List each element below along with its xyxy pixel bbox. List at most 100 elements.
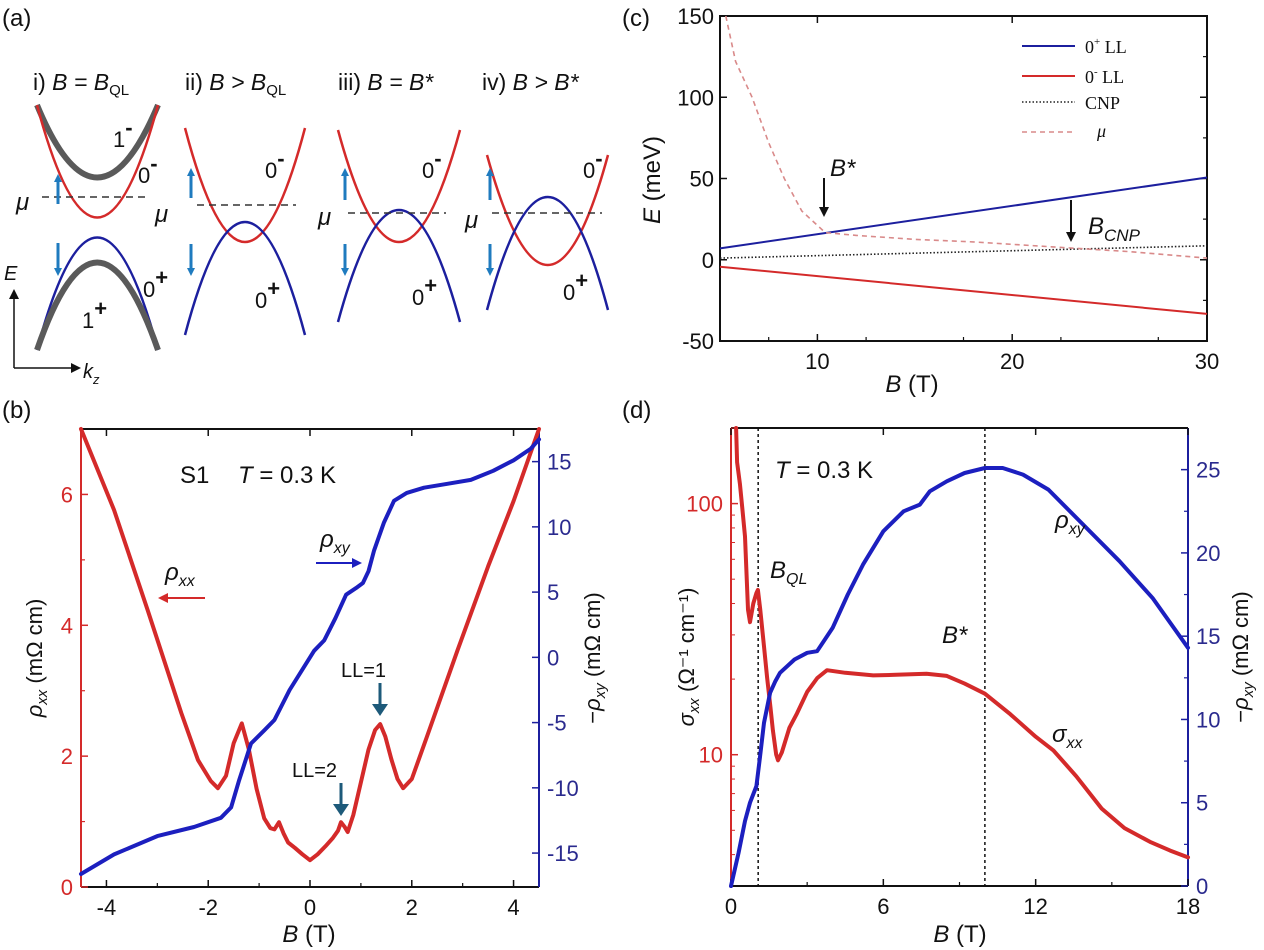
x-tick-label: 6	[877, 894, 889, 919]
right-y-tick-label: 5	[1196, 791, 1208, 816]
left-y-tick-label: 6	[61, 482, 73, 507]
legend-label-cnp: CNP	[1085, 93, 1120, 113]
right-y-tick-label: -15	[547, 841, 579, 866]
left-y-tick-label: 10	[699, 743, 723, 768]
right-y-tick-label: 15	[547, 450, 571, 475]
right-y-tick-label: 15	[1196, 624, 1220, 649]
label-0-minus: 0-	[265, 146, 285, 183]
band-0-plus	[485, 196, 610, 311]
x-axis-label: B (T)	[933, 921, 986, 948]
rho-xx-label: ρxx	[164, 559, 196, 590]
label-0-plus: 0+	[255, 276, 280, 313]
label-0-minus: 0-	[422, 146, 442, 183]
rho-xx-arrow-head-icon	[158, 593, 168, 603]
panel-label-c: (c)	[622, 5, 650, 32]
subpanel-title-iv: iv) B > B*	[482, 69, 580, 95]
legend-label-mu: μ	[1096, 121, 1106, 141]
sigma-xx-curve-label: σxx	[1052, 721, 1083, 752]
x-axis-label: B (T)	[282, 921, 335, 948]
series-line-1	[719, 265, 1208, 315]
panel-label-b: (b)	[2, 397, 31, 424]
x-axis-label: B (T)	[885, 371, 938, 398]
right-y-tick-label: 10	[547, 515, 571, 540]
panel-b-resistivity-chart: -4 -2 0 2 4 0 2 4 6 -15 -10 -5 0 5 10 15 ρxx (mΩ cm) −ρ…	[22, 427, 609, 948]
x-tick-label: 0	[304, 895, 316, 920]
series-line-0	[719, 176, 1208, 250]
x-tick-label: 20	[1000, 349, 1024, 374]
left-y-axis-label: ρxx (mΩ cm)	[22, 599, 51, 719]
panel-label-a: (a)	[2, 5, 31, 32]
right-y-tick-label: 10	[1196, 707, 1220, 732]
label-0-plus: 0+	[143, 265, 168, 302]
right-y-axis-label: −ρxy (mΩ cm)	[1228, 591, 1257, 722]
panel-label-d: (d)	[622, 397, 651, 424]
series-line-0	[79, 427, 541, 863]
band-0-minus	[35, 104, 160, 219]
band-0-minus	[183, 127, 307, 243]
band-0-plus	[35, 236, 160, 351]
x-tick-label: 2	[406, 895, 418, 920]
b-ql-label: BQL	[770, 557, 807, 588]
panel-a-band-diagram: i) B = BQL ii) B > BQL iii) B = B* iv) B…	[4, 69, 610, 387]
band-1-minus	[34, 103, 161, 181]
rho-xy-curve-label: ρxy	[1054, 507, 1086, 538]
ll1-arrow-head-icon	[372, 704, 388, 716]
right-y-axis-label: −ρxy (mΩ cm)	[580, 592, 609, 723]
mu-label: μ	[464, 207, 478, 234]
left-y-tick-label: 0	[61, 875, 73, 900]
rho-xy-label: ρxy	[319, 526, 351, 557]
label-1-plus: 1+	[82, 296, 107, 333]
temperature-label: T = 0.3 K	[775, 457, 873, 484]
right-y-tick-label: 0	[1196, 874, 1208, 899]
left-y-tick-label: 2	[61, 744, 73, 769]
right-y-tick-label: -5	[547, 711, 567, 736]
band-1-plus	[34, 259, 161, 351]
panel-d-conductivity-chart: 0 6 12 18 10 100 0 5 10 15 20 25 σxx (Ω⁻¹ cm⁻¹) −ρx…	[674, 426, 1257, 948]
ll2-arrow-head-icon	[333, 804, 349, 816]
series-line-1	[79, 437, 541, 876]
right-y-tick-label: 5	[547, 580, 559, 605]
left-y-tick-label: 4	[61, 613, 73, 638]
series-line-0	[734, 426, 1190, 860]
x-tick-label: 10	[805, 349, 829, 374]
left-y-tick-label: 100	[686, 492, 723, 517]
label-0-minus: 0-	[138, 151, 158, 188]
y-tick-label: 0	[702, 248, 714, 273]
ll1-label: LL=1	[341, 660, 386, 682]
subpanel-title-i: i) B = BQL	[33, 69, 129, 99]
series-line-2	[719, 245, 1208, 259]
ll2-label: LL=2	[292, 760, 337, 782]
x-tick-label: 4	[507, 895, 519, 920]
subpanel-title-iii: iii) B = B*	[338, 69, 434, 95]
temperature-label: T = 0.3 K	[238, 462, 336, 489]
label-0-plus: 0+	[412, 273, 437, 310]
panel-c-energy-chart: 10 20 30 -50 0 50 100 150 E (meV) B (T) 0+ LL 0…	[639, 4, 1219, 398]
label-1-minus: 1-	[113, 115, 133, 152]
energy-axis-label: E	[4, 263, 18, 285]
annotation-b-cnp: BCNP	[1088, 213, 1141, 245]
x-tick-label: 30	[1195, 349, 1219, 374]
band-0-plus	[336, 209, 462, 323]
right-y-tick-label: -10	[547, 776, 579, 801]
plot-frame	[719, 15, 1208, 342]
band-0-minus	[336, 129, 462, 243]
sample-label: S1	[180, 462, 209, 489]
y-tick-label: 100	[677, 85, 714, 110]
y-tick-label: 50	[690, 167, 714, 192]
label-0-minus: 0-	[583, 146, 603, 183]
legend: 0+ LL 0- LL CNP μ	[1022, 36, 1127, 141]
y-tick-label: 150	[677, 4, 714, 29]
x-tick-label: 0	[725, 894, 737, 919]
legend-label-0minus: 0- LL	[1085, 66, 1124, 87]
mu-label: μ	[317, 204, 331, 231]
right-y-tick-label: 20	[1196, 541, 1220, 566]
y-tick-label: -50	[682, 329, 714, 354]
mu-label: μ	[154, 201, 168, 228]
band-0-minus	[485, 154, 610, 266]
left-y-axis-label: σxx (Ω⁻¹ cm⁻¹)	[674, 588, 703, 727]
x-tick-label: 18	[1176, 894, 1200, 919]
annotation-b-star: B*	[830, 155, 856, 182]
band-0-plus	[183, 221, 307, 336]
b-star-label: B*	[942, 622, 968, 649]
